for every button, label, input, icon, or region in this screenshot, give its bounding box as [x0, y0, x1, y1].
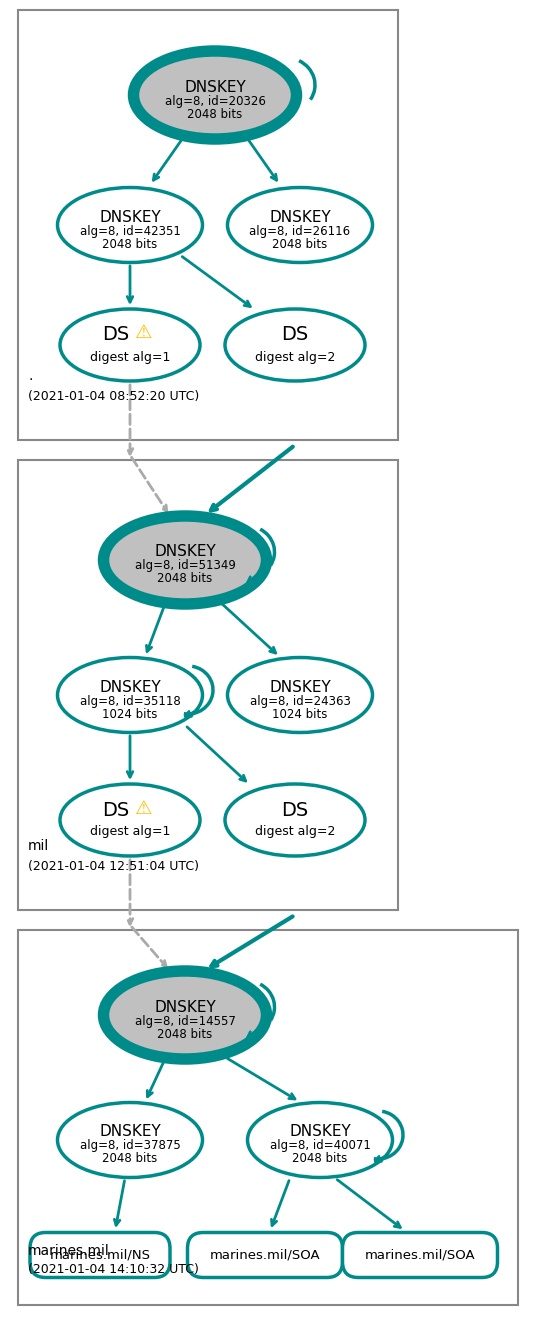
- Ellipse shape: [247, 1102, 392, 1177]
- Text: marines.mil/SOA: marines.mil/SOA: [209, 1249, 320, 1262]
- Text: digest alg=1: digest alg=1: [90, 825, 170, 838]
- FancyBboxPatch shape: [18, 11, 398, 440]
- Text: DS: DS: [281, 326, 309, 345]
- Text: DNSKEY: DNSKEY: [269, 210, 331, 224]
- Text: DNSKEY: DNSKEY: [289, 1125, 351, 1139]
- Ellipse shape: [100, 968, 271, 1063]
- Text: DNSKEY: DNSKEY: [154, 544, 216, 560]
- Text: DNSKEY: DNSKEY: [99, 210, 161, 224]
- Text: marines.mil/SOA: marines.mil/SOA: [365, 1249, 475, 1262]
- Text: DS: DS: [102, 326, 130, 345]
- Text: alg=8, id=14557: alg=8, id=14557: [134, 1015, 236, 1027]
- Text: alg=8, id=37875: alg=8, id=37875: [79, 1139, 180, 1152]
- FancyBboxPatch shape: [188, 1233, 343, 1278]
- Text: 1024 bits: 1024 bits: [102, 708, 158, 721]
- Text: digest alg=2: digest alg=2: [255, 825, 335, 838]
- Text: 2048 bits: 2048 bits: [293, 1152, 348, 1166]
- Text: (2021-01-04 12:51:04 UTC): (2021-01-04 12:51:04 UTC): [28, 861, 199, 873]
- FancyBboxPatch shape: [18, 931, 518, 1305]
- Ellipse shape: [58, 657, 203, 733]
- Ellipse shape: [60, 309, 200, 381]
- Ellipse shape: [138, 55, 293, 135]
- Text: ⚠: ⚠: [135, 799, 153, 817]
- Ellipse shape: [225, 309, 365, 381]
- Text: alg=8, id=35118: alg=8, id=35118: [79, 694, 180, 708]
- Text: 2048 bits: 2048 bits: [157, 1027, 213, 1040]
- Text: 1024 bits: 1024 bits: [272, 708, 328, 721]
- Ellipse shape: [100, 512, 271, 609]
- Text: alg=8, id=26116: alg=8, id=26116: [249, 224, 351, 238]
- Text: 2048 bits: 2048 bits: [272, 238, 328, 251]
- Ellipse shape: [225, 784, 365, 855]
- Text: (2021-01-04 08:52:20 UTC): (2021-01-04 08:52:20 UTC): [28, 389, 199, 403]
- Text: alg=8, id=24363: alg=8, id=24363: [249, 694, 350, 708]
- Text: DS: DS: [102, 800, 130, 820]
- FancyBboxPatch shape: [18, 459, 398, 909]
- Text: mil: mil: [28, 840, 49, 853]
- Ellipse shape: [60, 784, 200, 855]
- Ellipse shape: [228, 657, 373, 733]
- Text: DNSKEY: DNSKEY: [269, 680, 331, 694]
- Text: DNSKEY: DNSKEY: [154, 999, 216, 1015]
- Text: digest alg=2: digest alg=2: [255, 351, 335, 363]
- Text: DS: DS: [281, 800, 309, 820]
- Text: marines.mil: marines.mil: [28, 1243, 110, 1258]
- Text: digest alg=1: digest alg=1: [90, 351, 170, 363]
- FancyBboxPatch shape: [30, 1233, 170, 1278]
- FancyBboxPatch shape: [343, 1233, 497, 1278]
- Ellipse shape: [58, 1102, 203, 1177]
- Text: 2048 bits: 2048 bits: [157, 573, 213, 586]
- Ellipse shape: [58, 187, 203, 263]
- Text: (2021-01-04 14:10:32 UTC): (2021-01-04 14:10:32 UTC): [28, 1263, 199, 1276]
- Text: alg=8, id=42351: alg=8, id=42351: [79, 224, 181, 238]
- Text: ⚠: ⚠: [135, 323, 153, 342]
- Ellipse shape: [130, 48, 301, 143]
- Ellipse shape: [228, 187, 373, 263]
- Text: alg=8, id=51349: alg=8, id=51349: [134, 560, 236, 573]
- Text: 2048 bits: 2048 bits: [102, 238, 158, 251]
- Text: marines.mil/NS: marines.mil/NS: [50, 1249, 150, 1262]
- Ellipse shape: [108, 520, 262, 601]
- Text: DNSKEY: DNSKEY: [99, 1125, 161, 1139]
- Text: alg=8, id=40071: alg=8, id=40071: [270, 1139, 370, 1152]
- Text: DNSKEY: DNSKEY: [99, 680, 161, 694]
- Text: alg=8, id=20326: alg=8, id=20326: [165, 95, 265, 107]
- Text: DNSKEY: DNSKEY: [184, 79, 246, 95]
- Text: .: .: [28, 370, 33, 383]
- Text: 2048 bits: 2048 bits: [102, 1152, 158, 1166]
- Ellipse shape: [108, 975, 262, 1055]
- Text: 2048 bits: 2048 bits: [188, 107, 243, 120]
